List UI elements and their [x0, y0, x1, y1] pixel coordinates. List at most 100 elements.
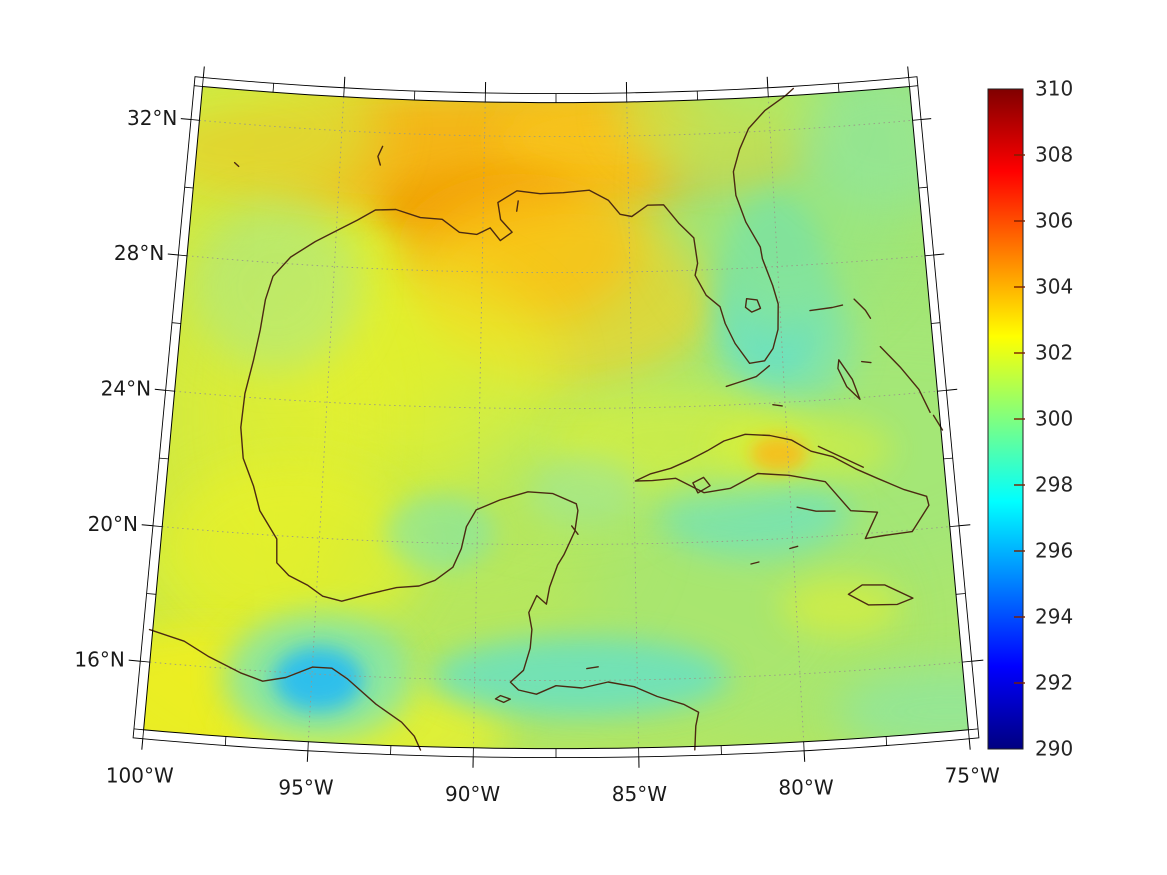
map-tick-right — [933, 253, 945, 256]
map-tick-left — [167, 253, 179, 256]
map-tick-left — [128, 659, 141, 662]
map-tick-top — [202, 66, 205, 78]
coastline-cuba — [634, 433, 930, 540]
map-tick-right — [920, 118, 932, 120]
frame-divider-right — [949, 525, 960, 527]
coastline-cay-sal — [772, 404, 783, 407]
field-clip-group — [143, 86, 969, 749]
lon-tick-label: 100°W — [106, 764, 174, 788]
colorbar-tick-label: 300 — [1035, 407, 1073, 431]
graticule-parallel — [199, 119, 913, 138]
colorbar-tick-label: 304 — [1035, 275, 1073, 299]
map-tick-left — [141, 524, 154, 527]
map-tick-bottom — [968, 738, 971, 750]
frame-divider-left — [190, 119, 200, 121]
map-tick-top — [907, 66, 910, 78]
coastline-little-cayman — [789, 545, 799, 550]
colorbar-tick-label: 310 — [1035, 77, 1073, 101]
coastline-jardines-cays — [796, 506, 836, 512]
frame-divider-top — [908, 77, 910, 87]
map-tick-right — [971, 659, 984, 662]
frame-divider-left — [152, 525, 163, 527]
map-frame — [128, 66, 984, 768]
temp-anomaly-campeche-yellow — [163, 460, 424, 641]
frame-divider-left — [146, 593, 157, 595]
coastline-grand-bahama — [809, 304, 844, 312]
lon-tick-label: 80°W — [778, 776, 833, 800]
temp-anomaly-yucatan-ne-cyan — [529, 455, 639, 526]
lon-tick-label: 90°W — [445, 782, 500, 806]
lat-tick-label: 28°N — [114, 241, 164, 265]
frame-divider-left — [171, 322, 181, 324]
lon-tick-label: 95°W — [278, 776, 333, 800]
temp-anomaly-texas-coast-green — [191, 201, 362, 372]
coastline-pacific-coast — [148, 628, 422, 751]
colorbar-tick-label: 302 — [1035, 341, 1073, 365]
coastline-isla-juventud — [692, 476, 711, 494]
frame-divider-right — [943, 457, 953, 460]
frame-divider-top — [202, 77, 204, 87]
coastline-camaguey-cays — [817, 445, 864, 468]
temp-anomaly-cuba-orange-spot — [750, 435, 807, 472]
graticule-parallel — [162, 526, 950, 546]
frame-divider-right — [912, 119, 922, 121]
frame-divider-top — [767, 87, 769, 97]
frame-divider-right — [937, 390, 947, 392]
frame-divider-top — [272, 83, 275, 93]
coastline-toledo-bend-lake — [377, 145, 384, 166]
coastline-grand-cayman — [750, 561, 760, 565]
lat-tick-label: 32°N — [127, 106, 177, 130]
coastline-jamaica — [847, 584, 914, 606]
frame-divider-top — [343, 87, 345, 97]
lat-tick-label: 16°N — [74, 647, 124, 671]
map-tick-bottom — [141, 738, 144, 750]
coastline-abaco — [853, 298, 872, 319]
coastline-florida-keys — [725, 365, 771, 388]
frame-divider-left — [165, 390, 175, 392]
temp-anomaly-campeche-bay-cyan — [384, 494, 495, 571]
map-tick-right — [958, 524, 971, 527]
map-tick-bottom — [306, 750, 309, 762]
graticule-parallel — [149, 661, 963, 682]
frame-divider-right — [918, 186, 928, 189]
colorbar-tick-label: 308 — [1035, 143, 1073, 167]
coastline-lake-okeechobee — [744, 298, 762, 313]
colorbar-tick-label: 296 — [1035, 539, 1073, 563]
map-tick-top — [766, 76, 769, 88]
coastline-gulf-and-atlantic-coast — [240, 87, 794, 751]
lon-tick-label: 85°W — [612, 782, 667, 806]
temp-anomaly-jamaica-west-yellow — [781, 576, 902, 637]
temp-anomaly-georgia-green — [616, 86, 837, 173]
frame-divider-left — [159, 457, 169, 460]
frame-divider-right — [924, 254, 934, 257]
map-tick-bottom — [803, 750, 806, 762]
map-tick-right — [946, 388, 958, 391]
colorbar: 310 308 306 304 302 300 298 296 294 292 290 — [987, 77, 1073, 761]
temp-anomaly-tehuantepec-core — [273, 647, 364, 712]
frame-divider-right — [909, 85, 918, 87]
coastline-texas-lake — [233, 161, 240, 168]
axis-labels: 100°W 95°W 90°W 85°W 80°W 75°W 32°N 28°N 24°N 20°… — [74, 106, 1000, 806]
lat-tick-label: 24°N — [101, 377, 151, 401]
coastline-eleuthera-chain — [879, 345, 931, 413]
temp-anomaly-caribbean-se-cyan — [836, 666, 969, 749]
frame-divider-right — [962, 660, 972, 663]
colorbar-tick-label: 290 — [1035, 737, 1073, 761]
frame-divider-top — [837, 83, 840, 93]
colorbar-tick-label: 292 — [1035, 671, 1073, 695]
lon-tick-label: 75°W — [945, 764, 1000, 788]
lat-tick-label: 20°N — [88, 512, 138, 536]
coastline-new-providence — [861, 360, 872, 364]
colorbar-tick-label: 298 — [1035, 473, 1073, 497]
coastline-andros — [837, 359, 861, 400]
frame-divider-left — [194, 85, 203, 87]
coastline-lake-izabal — [494, 694, 511, 704]
map-tick-left — [154, 388, 166, 391]
frame-divider-bottom — [142, 729, 144, 739]
colorbar-tick-label: 294 — [1035, 605, 1073, 629]
frame-divider-bottom — [968, 729, 970, 739]
frame-divider-left — [178, 254, 188, 257]
frame-divider-left — [133, 728, 144, 731]
